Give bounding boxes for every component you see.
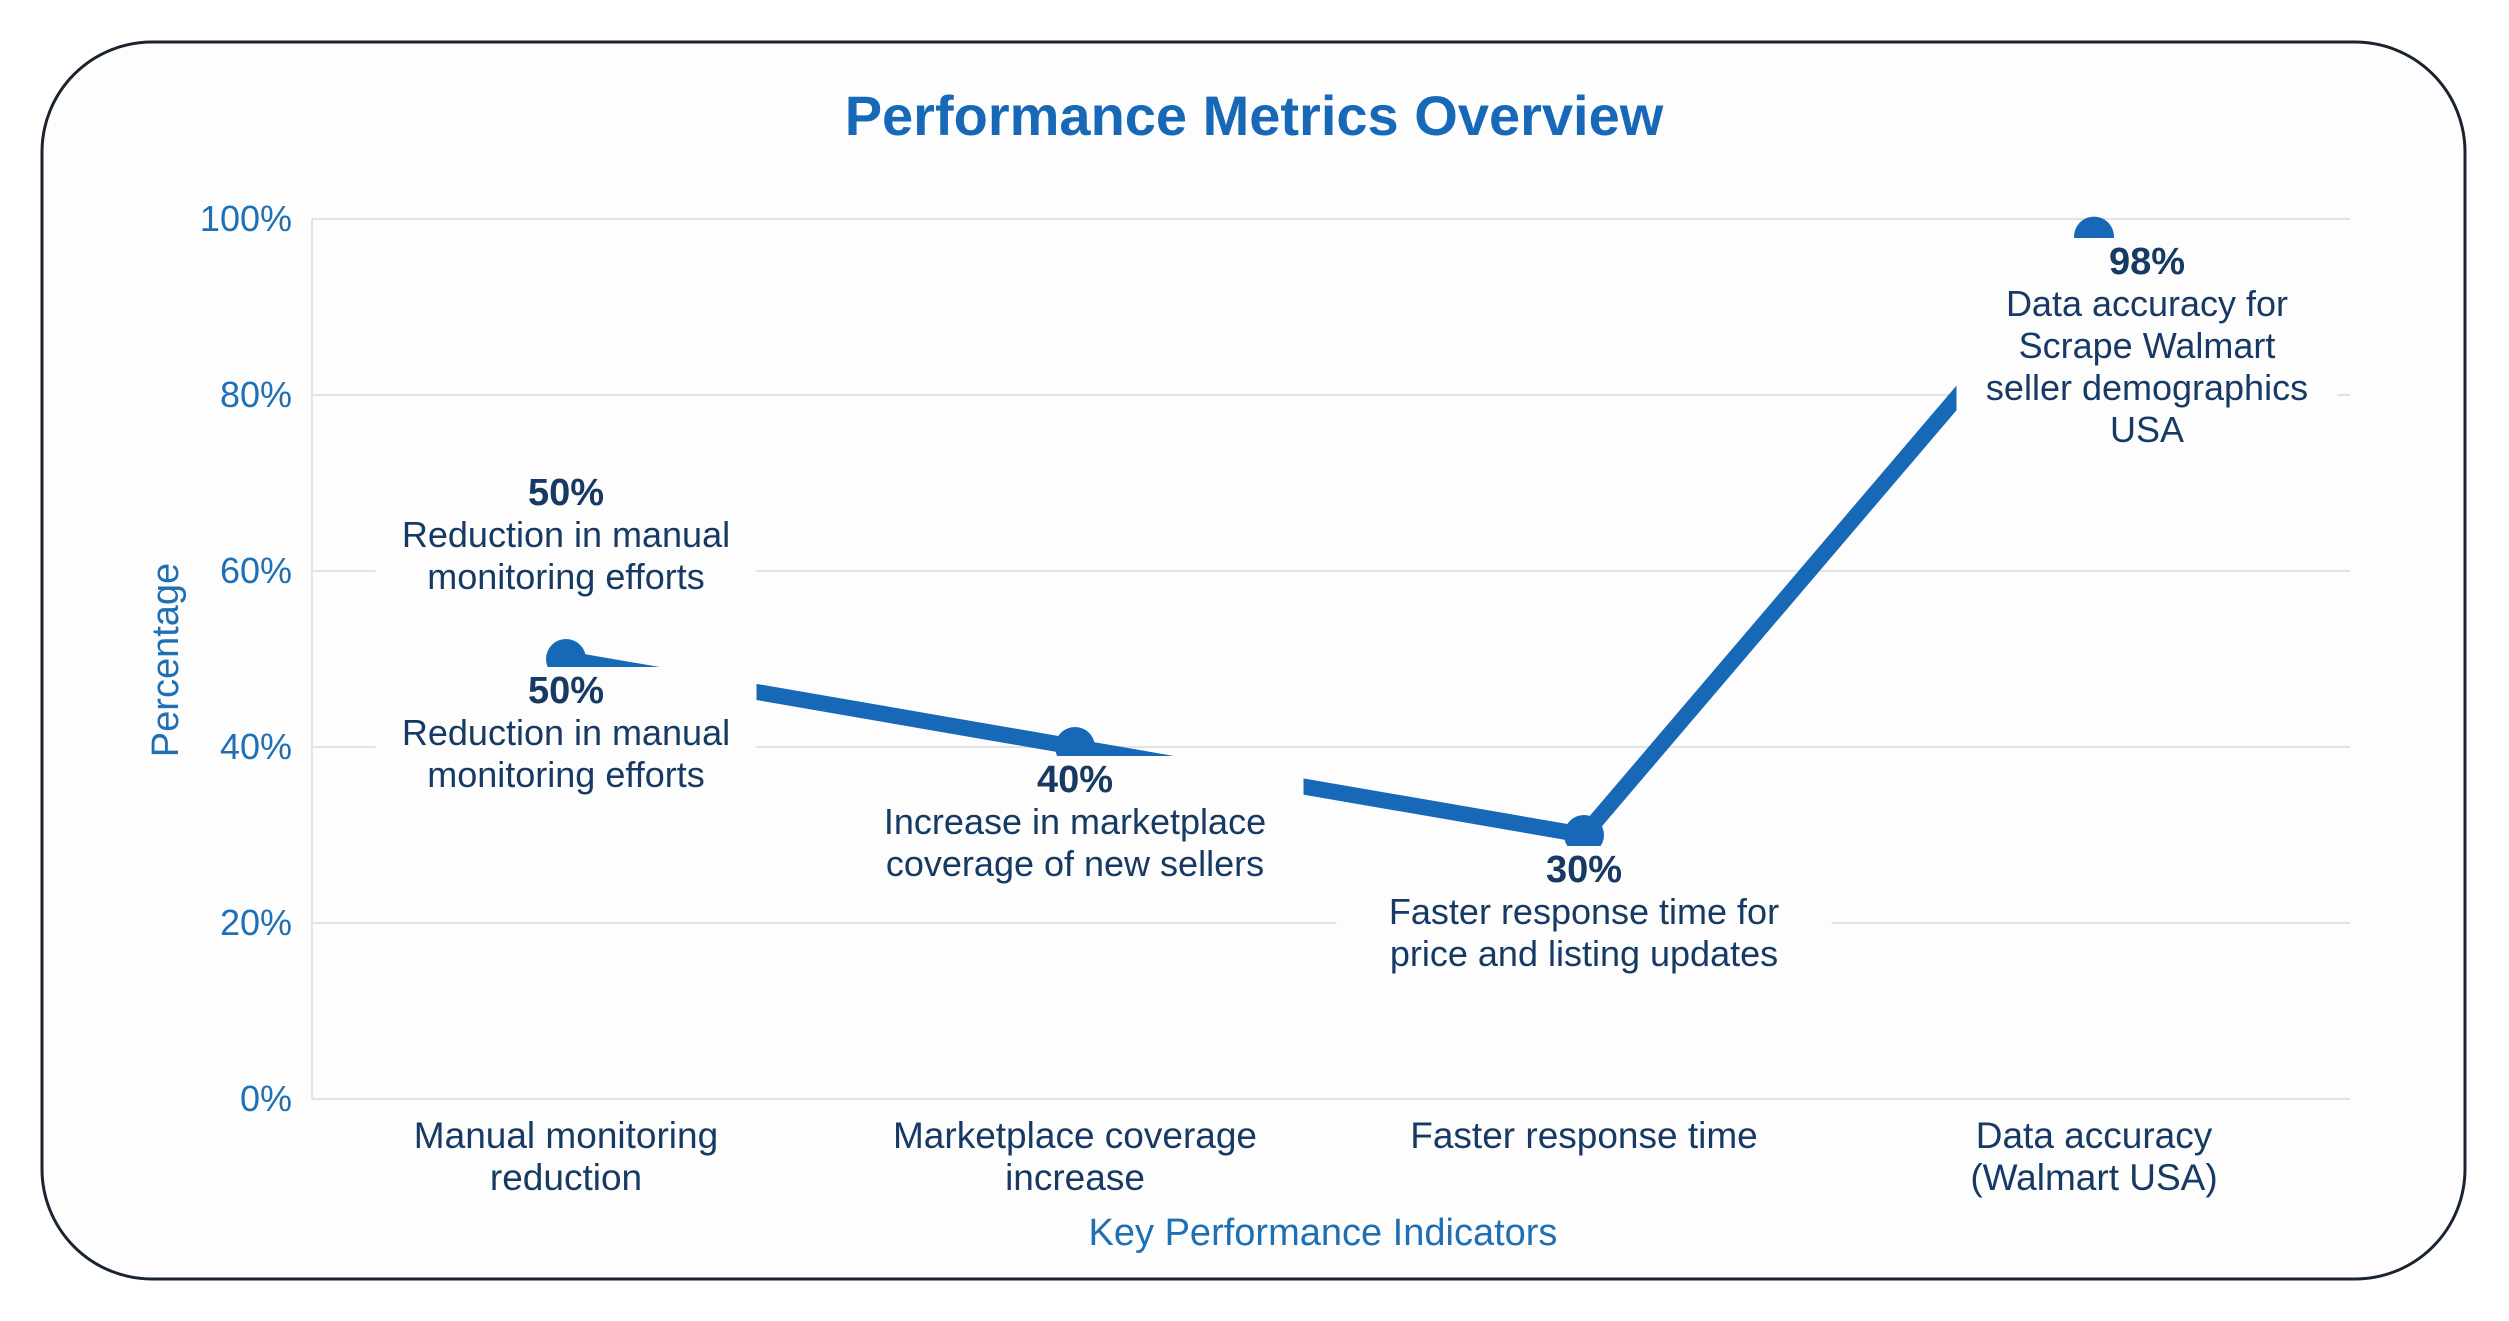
data-label-text: Scrape Walmart	[2019, 325, 2276, 366]
data-label-text: Faster response time for	[1389, 891, 1779, 932]
data-label-background	[846, 756, 1304, 892]
data-label-text: Increase in marketplace	[884, 801, 1266, 842]
data-label-value: 50%	[528, 670, 604, 712]
x-tick-label: Manual monitoring	[414, 1115, 718, 1156]
x-tick-label: increase	[1005, 1157, 1145, 1198]
data-label-background	[375, 667, 757, 803]
data-label-text: price and listing updates	[1390, 933, 1778, 974]
data-label-value: 98%	[2109, 241, 2185, 283]
data-label-text: seller demographics	[1986, 367, 2308, 408]
data-label-background	[1956, 238, 2338, 458]
data-label-text: Data accuracy for	[2006, 283, 2288, 324]
x-tick-label: (Walmart USA)	[1970, 1157, 2217, 1198]
data-label-value: 40%	[1037, 759, 1113, 801]
y-tick-label: 40%	[220, 726, 292, 767]
x-tick-label: Marketplace coverage	[893, 1115, 1257, 1156]
data-label-text: monitoring efforts	[427, 556, 704, 597]
data-label-text: coverage of new sellers	[886, 843, 1264, 884]
x-tick-label: reduction	[490, 1157, 642, 1198]
data-label-text: Reduction in manual	[402, 712, 730, 753]
y-axis-label: Percentage	[145, 563, 187, 757]
data-label-value: 30%	[1546, 849, 1622, 891]
data-label-text: monitoring efforts	[427, 754, 704, 795]
data-point	[1564, 815, 1604, 855]
y-tick-label: 100%	[200, 198, 292, 239]
data-label-value: 50%	[528, 472, 604, 514]
y-tick-label: 60%	[220, 550, 292, 591]
card-frame	[40, 40, 2467, 1281]
data-label-background	[1336, 846, 1832, 982]
series-line-path	[564, 231, 2101, 843]
y-tick-labels: 0% 20% 40% 60% 80% 100%	[200, 198, 292, 1119]
x-tick-label: Faster response time	[1410, 1115, 1758, 1156]
data-label-background	[375, 469, 757, 605]
x-tick-label: Data accuracy	[1976, 1115, 2213, 1156]
y-tick-label: 20%	[220, 902, 292, 943]
data-label-text: Reduction in manual	[402, 514, 730, 555]
chart-title: Performance Metrics Overview	[845, 84, 1664, 147]
y-tick-label: 80%	[220, 374, 292, 415]
x-axis-label: Key Performance Indicators	[1089, 1212, 1558, 1254]
data-label-text: USA	[2110, 409, 2184, 450]
y-tick-label: 0%	[240, 1078, 292, 1119]
